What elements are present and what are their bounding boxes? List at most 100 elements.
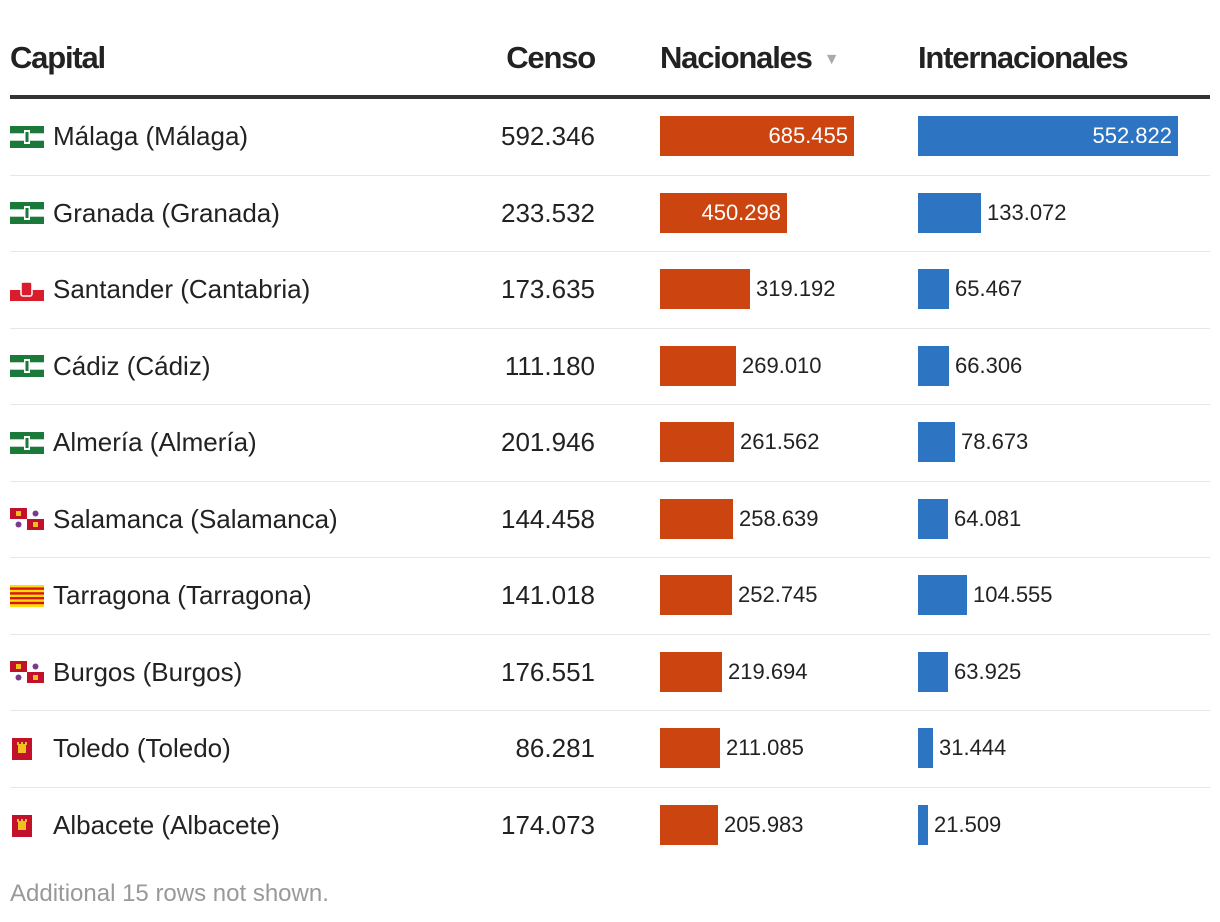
nacionales-bar xyxy=(660,728,720,768)
andalucia-flag-icon xyxy=(10,125,44,148)
censo-value: 86.281 xyxy=(515,733,595,764)
censo-value: 111.180 xyxy=(504,350,595,381)
capital-cell: Salamanca (Salamanca) xyxy=(10,482,338,558)
capital-name: Burgos (Burgos) xyxy=(53,656,243,687)
nacionales-value: 269.010 xyxy=(742,352,822,378)
andalucia-flag-icon xyxy=(10,431,44,454)
capital-name: Santander (Cantabria) xyxy=(53,274,311,305)
nacionales-value: 205.983 xyxy=(724,811,804,837)
censo-value: 144.458 xyxy=(501,503,595,534)
capital-name: Albacete (Albacete) xyxy=(53,810,280,841)
nacionales-value: 261.562 xyxy=(740,429,820,454)
capital-cell: Cádiz (Cádiz) xyxy=(10,329,211,405)
censo-value: 176.551 xyxy=(501,656,595,687)
nacionales-bar xyxy=(660,651,722,692)
internacionales-value: 63.925 xyxy=(954,658,1022,684)
internacionales-bar xyxy=(918,192,981,233)
andalucia-flag-icon xyxy=(10,355,44,378)
andalucia-flag-icon xyxy=(10,202,44,225)
capital-cell: Toledo (Toledo) xyxy=(10,711,231,787)
table-row: Cádiz (Cádiz) 111.180 269.010 66.306 xyxy=(10,329,1210,405)
table-row: Burgos (Burgos) 176.551 219.694 63.925 xyxy=(10,635,1210,711)
nacionales-bar xyxy=(660,192,787,233)
table-row: Almería (Almería) 201.946 261.562 78.673 xyxy=(10,405,1210,482)
capital-name: Cádiz (Cádiz) xyxy=(53,350,211,381)
nacionales-bar xyxy=(660,422,734,462)
castilla-leon-flag-icon xyxy=(10,508,44,531)
capital-cell: Albacete (Albacete) xyxy=(10,788,280,865)
table-row: Málaga (Málaga) 592.346 685.455 552.822 xyxy=(10,99,1210,176)
internacionales-bar xyxy=(918,728,933,768)
castilla-la-mancha-flag-icon xyxy=(10,814,44,837)
internacionales-value: 78.673 xyxy=(961,429,1029,454)
internacionales-bar xyxy=(918,651,948,692)
table-body: Málaga (Málaga) 592.346 685.455 552.822 Gran… xyxy=(10,99,1210,864)
censo-value: 201.946 xyxy=(501,427,595,458)
nacionales-value: 252.745 xyxy=(738,582,818,607)
internacionales-value: 104.555 xyxy=(973,582,1053,607)
table-row: Tarragona (Tarragona) 141.018 252.745 104.5… xyxy=(10,558,1210,635)
nacionales-bar xyxy=(660,116,854,156)
nacionales-value: 258.639 xyxy=(739,505,819,531)
internacionales-value: 552.822 xyxy=(1092,123,1172,148)
censo-value: 592.346 xyxy=(501,121,595,152)
censo-value: 174.073 xyxy=(501,810,595,841)
internacionales-value: 66.306 xyxy=(955,352,1023,378)
capital-name: Salamanca (Salamanca) xyxy=(53,503,338,534)
internacionales-value: 65.467 xyxy=(955,276,1023,301)
capital-name: Toledo (Toledo) xyxy=(53,733,231,764)
nacionales-value: 319.192 xyxy=(756,276,836,301)
sort-descending-icon[interactable]: ▼ xyxy=(823,51,840,68)
table-header: Capital Censo Nacionales ▼ Internacionale… xyxy=(10,0,1210,99)
capital-cell: Tarragona (Tarragona) xyxy=(10,558,312,634)
capital-cell: Santander (Cantabria) xyxy=(10,252,310,328)
internacionales-value: 133.072 xyxy=(987,199,1067,225)
nacionales-value: 219.694 xyxy=(728,658,808,684)
table-row: Toledo (Toledo) 86.281 211.085 31.444 xyxy=(10,711,1210,788)
nacionales-bar xyxy=(660,575,732,615)
nacionales-bar xyxy=(660,345,736,386)
capital-cell: Almería (Almería) xyxy=(10,405,257,481)
nacionales-bar xyxy=(660,804,718,845)
internacionales-bar xyxy=(918,116,1178,156)
nacionales-value: 450.298 xyxy=(701,199,781,225)
cantabria-flag-icon xyxy=(10,278,44,301)
table-row: Albacete (Albacete) 174.073 205.983 21.509 xyxy=(10,788,1210,865)
header-censo[interactable]: Censo xyxy=(506,40,596,75)
table-row: Granada (Granada) 233.532 450.298 133.072 xyxy=(10,176,1210,252)
censo-value: 233.532 xyxy=(501,197,595,228)
internacionales-bar xyxy=(918,422,955,462)
capital-name: Málaga (Málaga) xyxy=(53,121,249,152)
table-row: Santander (Cantabria) 173.635 319.192 65.46… xyxy=(10,252,1210,329)
internacionales-bar xyxy=(918,498,948,539)
capital-cell: Burgos (Burgos) xyxy=(10,635,242,711)
internacionales-bar xyxy=(918,575,967,615)
capital-name: Granada (Granada) xyxy=(53,197,280,228)
censo-value: 141.018 xyxy=(501,580,595,611)
internacionales-bar xyxy=(918,804,928,845)
internacionales-value: 21.509 xyxy=(934,811,1002,837)
header-capital[interactable]: Capital xyxy=(10,40,106,75)
capital-cell: Málaga (Málaga) xyxy=(10,99,248,175)
header-nacionales[interactable]: Nacionales ▼ xyxy=(660,40,840,76)
censo-value: 173.635 xyxy=(501,274,595,305)
castilla-leon-flag-icon xyxy=(10,661,44,684)
nacionales-value: 211.085 xyxy=(726,735,804,760)
nacionales-value: 685.455 xyxy=(768,123,848,148)
nacionales-bar xyxy=(660,498,733,539)
internacionales-bar xyxy=(918,269,949,309)
rows-hidden-note: Additional 15 rows not shown. xyxy=(10,880,329,907)
capital-cell: Granada (Granada) xyxy=(10,176,280,252)
internacionales-value: 64.081 xyxy=(954,505,1022,531)
catalunya-flag-icon xyxy=(10,584,44,607)
internacionales-value: 31.444 xyxy=(939,735,1007,760)
castilla-la-mancha-flag-icon xyxy=(10,737,44,760)
internacionales-bar xyxy=(918,345,949,386)
nacionales-bar xyxy=(660,269,750,309)
header-internacionales[interactable]: Internacionales xyxy=(918,40,1129,75)
table-row: Salamanca (Salamanca) 144.458 258.639 64.08… xyxy=(10,482,1210,558)
data-table: Capital Censo Nacionales ▼ Internacionale… xyxy=(10,0,1210,864)
header-nacionales-label: Nacionales xyxy=(660,40,813,75)
capital-name: Almería (Almería) xyxy=(53,427,257,458)
capital-name: Tarragona (Tarragona) xyxy=(53,580,312,611)
